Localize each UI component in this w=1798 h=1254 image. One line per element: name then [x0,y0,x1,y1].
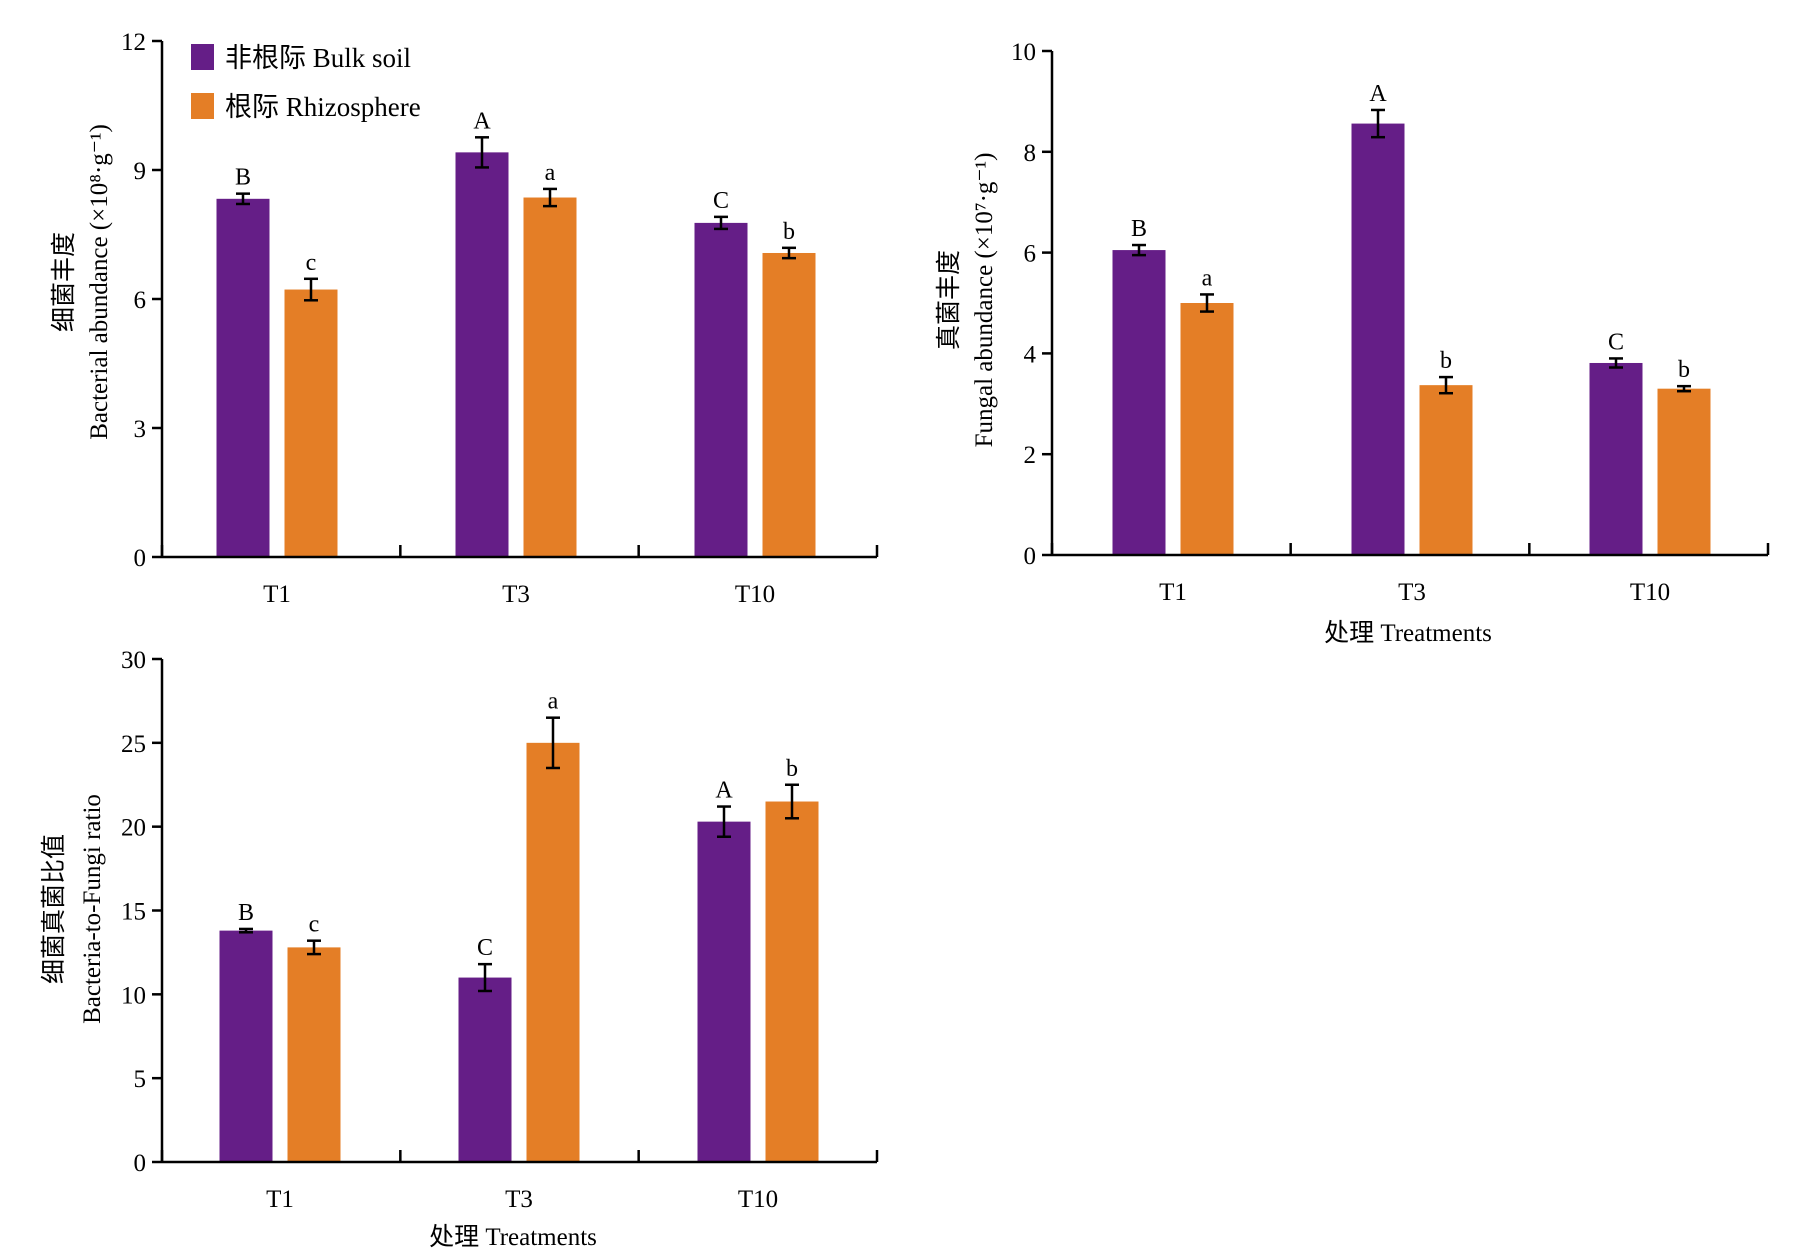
bar-rhizosphere-t10 [765,801,819,1162]
legend-swatch-rhizosphere [191,93,214,119]
y-tick-label: 0 [134,1150,147,1177]
significance-letter-rhizosphere-t10: b [783,219,795,245]
legend-swatch-bulk [191,44,214,70]
bar-rhizosphere-t1 [287,947,341,1162]
bar-rhizosphere-t10 [762,252,816,558]
significance-letter-rhizosphere-t3: a [545,160,556,186]
y-tick-label: 30 [121,647,146,674]
significance-letter-bulk-t1: B [238,900,254,926]
error-bar-rhizosphere-t10 [1677,384,1691,393]
y-tick-label: 6 [1024,241,1037,268]
x-tick-label-t1: T1 [1159,579,1187,606]
y-axis-title-en: Bacterial abundance (×10⁸·g⁻¹) [86,124,113,440]
x-tick-label-t3: T3 [502,581,530,608]
bar-bulk-t3 [455,152,509,557]
y-tick-label: 6 [134,287,147,314]
significance-letter-bulk-t3: A [1369,81,1387,107]
significance-letter-rhizosphere-t10: b [786,756,798,782]
y-tick-label: 0 [134,545,147,572]
y-tick-label: 0 [1024,543,1037,570]
y-tick-label: 8 [1024,140,1037,167]
error-bar-rhizosphere-t10 [785,783,799,820]
y-axis-title-cn: 真菌丰度 [935,250,963,350]
bar-rhizosphere-t3 [526,742,580,1162]
significance-letter-bulk-t1: B [235,165,251,191]
bar-bulk-t1 [216,198,270,557]
error-bar-bulk-t1 [236,192,250,206]
bar-rhizosphere-t3 [523,197,577,557]
significance-letter-rhizosphere-t10: b [1678,357,1690,383]
y-axis-title-en: Bacteria-to-Fungi ratio [79,794,106,1024]
bar-bulk-t10 [1589,362,1643,555]
x-tick-label-t1: T1 [266,1186,294,1213]
bar-bulk-t1 [219,930,273,1162]
x-tick-label-t3: T3 [1398,579,1426,606]
significance-letter-rhizosphere-t3: b [1440,348,1452,374]
bar-rhizosphere-t1 [1180,303,1234,555]
significance-letter-bulk-t10: C [1608,329,1624,355]
significance-letter-rhizosphere-t3: a [548,689,559,715]
bar-bulk-t3 [458,977,512,1162]
error-bar-rhizosphere-t1 [304,277,318,302]
y-tick-label: 4 [1024,341,1037,368]
y-axis-title-cn: 细菌丰度 [50,232,78,332]
error-bar-bulk-t1 [1132,243,1146,257]
significance-letter-rhizosphere-t1: c [309,912,320,938]
y-tick-label: 25 [121,731,146,758]
y-axis-title-en: Fungal abundance (×10⁷·g⁻¹) [971,153,998,448]
significance-letter-bulk-t10: C [713,188,729,214]
significance-letter-rhizosphere-t1: a [1202,265,1213,291]
significance-letter-bulk-t10: A [715,778,733,804]
x-tick-label-t10: T10 [738,1186,778,1213]
error-bar-bulk-t1 [239,927,253,934]
bar-rhizosphere-t3 [1419,385,1473,555]
y-tick-label: 10 [121,982,146,1009]
bar-bulk-t1 [1112,250,1166,555]
y-tick-label: 15 [121,899,146,926]
error-bar-bulk-t3 [1371,108,1385,139]
x-tick-label-t3: T3 [505,1186,533,1213]
significance-letter-bulk-t1: B [1131,216,1147,242]
error-bar-rhizosphere-t3 [543,187,557,208]
error-bar-bulk-t10 [1609,357,1623,369]
significance-letter-bulk-t3: C [477,935,493,961]
x-axis-title: 处理 Treatments [429,1223,597,1251]
y-tick-label: 10 [1011,39,1036,66]
significance-letter-bulk-t3: A [473,108,491,134]
y-tick-label: 3 [134,416,147,443]
x-tick-label-t1: T1 [263,581,291,608]
y-tick-label: 2 [1024,442,1037,469]
significance-letter-rhizosphere-t1: c [306,250,317,276]
error-bar-rhizosphere-t1 [1200,293,1214,313]
legend-label-bulk: 非根际 Bulk soil [225,43,411,73]
bar-bulk-t3 [1351,123,1405,556]
bar-rhizosphere-t1 [284,289,338,557]
bacterial-abundance-chart: Bc T1 Aa T3 Cb T10 0 3 6 9 12 细菌丰度 Bacterial abund… [50,29,879,608]
x-tick-label-t10: T10 [735,581,775,608]
legend: 非根际 Bulk soil 根际 Rhizosphere [191,43,421,122]
x-axis-title: 处理 Treatments [1324,619,1492,647]
error-bar-bulk-t10 [717,805,731,838]
x-tick-label-t10: T10 [1630,579,1670,606]
y-tick-label: 5 [134,1066,147,1093]
bar-rhizosphere-t10 [1657,388,1711,555]
error-bar-rhizosphere-t10 [782,246,796,260]
bar-bulk-t10 [697,821,751,1162]
error-bar-rhizosphere-t3 [546,716,560,770]
legend-label-rhizosphere: 根际 Rhizosphere [225,92,421,122]
error-bar-rhizosphere-t1 [307,939,321,956]
error-bar-bulk-t3 [475,136,489,169]
fungal-abundance-chart: Ba T1 Ab T3 Cb T10 0 2 4 6 8 10 真菌丰度 Fungal abundan… [935,39,1770,647]
bar-bulk-t10 [694,222,748,557]
y-axis-title-cn: 细菌真菌比值 [40,834,68,984]
y-tick-label: 12 [121,29,146,56]
y-tick-label: 20 [121,815,146,842]
error-bar-rhizosphere-t3 [1439,375,1453,395]
error-bar-bulk-t10 [714,215,728,231]
y-tick-label: 9 [134,158,147,185]
error-bar-bulk-t3 [478,962,492,993]
